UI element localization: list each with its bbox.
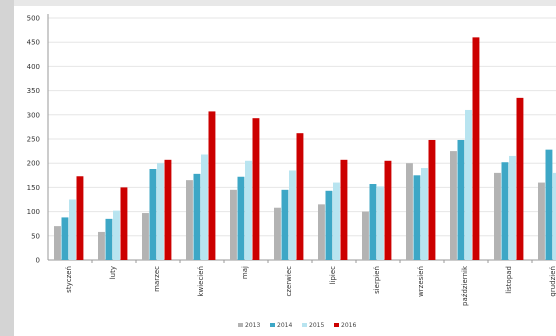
- x-category-label: styczeń: [65, 266, 73, 293]
- legend-swatch-2016: [334, 323, 339, 327]
- bar-2015-3: [157, 163, 164, 260]
- bar-2016-6: [296, 133, 304, 260]
- bar-2014-12: [545, 149, 553, 260]
- bar-2013-5: [230, 189, 237, 260]
- legend-label-2014: 2014: [277, 322, 292, 329]
- bar-2013-2: [98, 231, 105, 260]
- bar-2015-7: [333, 182, 340, 260]
- y-tick-label: 200: [27, 160, 40, 168]
- x-category-label: marzec: [153, 266, 161, 292]
- bar-2013-3: [142, 213, 149, 260]
- bar-2014-7: [325, 190, 333, 260]
- bar-2016-2: [120, 187, 128, 260]
- bar-2013-10: [450, 151, 457, 260]
- bar-2016-9: [428, 139, 436, 260]
- y-tick-label: 300: [27, 111, 40, 119]
- bar-2014-1: [61, 217, 69, 260]
- bar-2014-11: [501, 162, 509, 260]
- x-category-label: grudzień: [549, 266, 556, 297]
- x-category-label: lipiec: [329, 266, 337, 285]
- bar-2013-9: [406, 163, 413, 260]
- bar-2015-9: [421, 168, 428, 260]
- x-category-label: maj: [241, 266, 249, 279]
- y-tick-label: 250: [27, 136, 40, 144]
- bar-2014-6: [281, 189, 289, 260]
- bar-2015-11: [509, 155, 516, 260]
- bar-2014-10: [457, 139, 465, 260]
- bar-2015-12: [553, 172, 556, 260]
- bar-2015-1: [69, 199, 76, 260]
- bar-2016-7: [340, 159, 348, 260]
- x-category-label: listopad: [505, 266, 513, 294]
- bar-2013-12: [538, 182, 545, 260]
- y-tick-label: 150: [27, 184, 40, 192]
- y-tick-label: 50: [31, 232, 40, 240]
- bar-2015-4: [201, 154, 208, 260]
- y-tick-label: 500: [27, 15, 40, 23]
- y-tick-label: 400: [27, 63, 40, 71]
- bar-2015-5: [245, 160, 252, 260]
- bar-2016-3: [164, 159, 172, 260]
- bar-2013-4: [186, 180, 193, 260]
- bar-2015-6: [289, 170, 296, 260]
- x-category-label: kwiecień: [197, 266, 205, 297]
- bar-2013-8: [362, 211, 369, 260]
- left-border: [0, 0, 14, 336]
- bar-2014-9: [413, 175, 421, 260]
- bar-2016-4: [208, 111, 216, 260]
- y-tick-label: 450: [27, 39, 40, 47]
- bar-2015-2: [113, 210, 120, 260]
- x-category-label: sierpień: [373, 266, 381, 294]
- bar-2014-2: [105, 218, 113, 260]
- top-border: [0, 0, 556, 6]
- bar-2014-4: [193, 173, 201, 260]
- bar-2014-5: [237, 176, 245, 260]
- bar-2014-8: [369, 184, 377, 260]
- bar-2016-8: [384, 160, 392, 260]
- bar-2013-6: [274, 207, 281, 260]
- x-category-label: wrzesień: [417, 266, 425, 297]
- bar-2016-11: [516, 97, 524, 260]
- bar-2013-1: [54, 226, 61, 260]
- bar-2016-5: [252, 118, 260, 260]
- bar-2015-10: [465, 109, 472, 261]
- y-tick-label: 350: [27, 87, 40, 95]
- x-category-label: czerwiec: [285, 266, 293, 297]
- legend-label-2013: 2013: [245, 322, 260, 329]
- legend-label-2016: 2016: [341, 322, 356, 329]
- bar-2013-7: [318, 204, 325, 260]
- bar-2014-3: [149, 169, 157, 260]
- legend-swatch-2013: [238, 323, 243, 327]
- y-tick-label: 100: [27, 208, 40, 216]
- bar-2016-10: [472, 37, 480, 260]
- legend-swatch-2014: [270, 323, 275, 327]
- legend-swatch-2015: [302, 323, 307, 327]
- legend-label-2015: 2015: [309, 322, 324, 329]
- bar-2013-11: [494, 172, 501, 260]
- bar-2015-8: [377, 186, 384, 260]
- y-tick-label: 0: [36, 257, 40, 265]
- x-category-label: październik: [461, 265, 469, 306]
- bar-2016-1: [76, 176, 84, 260]
- x-category-label: luty: [109, 266, 117, 279]
